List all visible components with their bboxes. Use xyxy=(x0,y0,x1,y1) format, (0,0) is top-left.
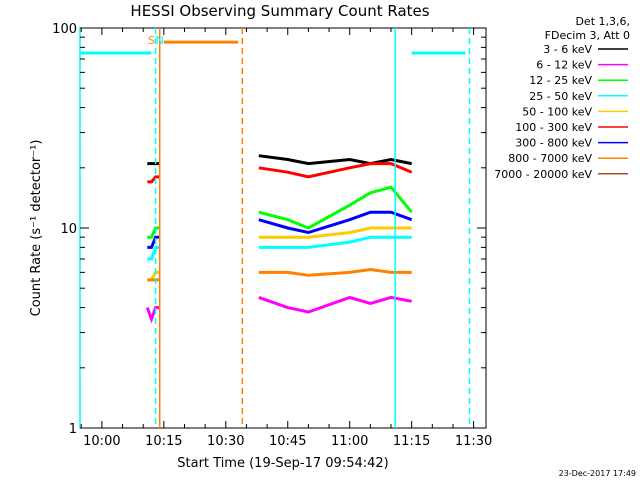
x-axis-label: Start Time (19-Sep-17 09:54:42) xyxy=(177,456,388,471)
series-6-segment-0 xyxy=(147,235,160,249)
marker-0: S xyxy=(148,34,155,47)
series-7-segment-1 xyxy=(258,267,412,277)
series-1-segment-0 xyxy=(145,306,160,324)
series-6-segment-1 xyxy=(258,210,413,235)
x-tick-label-6: 11:30 xyxy=(455,434,492,449)
y-tick-label-2: 100 xyxy=(52,22,77,37)
x-tick-label-1: 10:15 xyxy=(145,434,182,449)
chart-title: HESSI Observing Summary Count Rates xyxy=(130,2,429,20)
x-tick-label-3: 10:45 xyxy=(269,434,306,449)
series-0-segment-1 xyxy=(258,154,412,166)
legend: Det 1,3,6, FDecim 3, Att 0 3 - 6 keV 6 - … xyxy=(494,15,630,181)
legend-label-3: 25 - 50 keV xyxy=(529,90,592,103)
y-tick-label-1: 10 xyxy=(60,222,77,237)
x-tick-label-0: 10:00 xyxy=(83,434,120,449)
series-2-segment-1 xyxy=(258,185,413,230)
series-5-segment-1 xyxy=(258,162,413,179)
legend-header-line-1: Det 1,3,6, xyxy=(575,15,630,28)
footer-date: 23-Dec-2017 17:49 xyxy=(559,469,636,478)
series-3-segment-1 xyxy=(258,235,412,249)
legend-label-0: 3 - 6 keV xyxy=(543,43,592,56)
series-3-segment-0 xyxy=(147,245,160,261)
legend-label-6: 300 - 800 keV xyxy=(515,137,592,150)
legend-label-2: 12 - 25 keV xyxy=(529,74,592,87)
y-axis-label: Count Rate (s⁻¹ detector⁻¹) xyxy=(29,140,44,317)
legend-label-5: 100 - 300 keV xyxy=(515,121,592,134)
legend-label-8: 7000 - 20000 keV xyxy=(494,168,592,181)
legend-label-4: 50 - 100 keV xyxy=(522,105,592,118)
legend-header-line-2: FDecim 3, Att 0 xyxy=(545,29,630,42)
x-tick-label-4: 11:00 xyxy=(331,434,368,449)
y-tick-label-0: 1 xyxy=(69,422,77,437)
series-2-segment-0 xyxy=(147,226,160,239)
x-tick-label-5: 11:15 xyxy=(393,434,430,449)
x-tick-label-2: 10:30 xyxy=(207,434,244,449)
series-1-segment-1 xyxy=(258,295,412,314)
data-layer xyxy=(145,154,413,324)
legend-label-7: 800 - 7000 keV xyxy=(508,152,592,165)
series-4-segment-1 xyxy=(258,226,412,239)
axes-layer: 10:00 10:15 10:30 10:45 11:00 11:15 11:30 1 10 10… xyxy=(52,22,492,449)
legend-label-1: 6 - 12 keV xyxy=(536,59,592,72)
series-5-segment-0 xyxy=(147,175,160,184)
marker-1: N xyxy=(156,34,164,47)
